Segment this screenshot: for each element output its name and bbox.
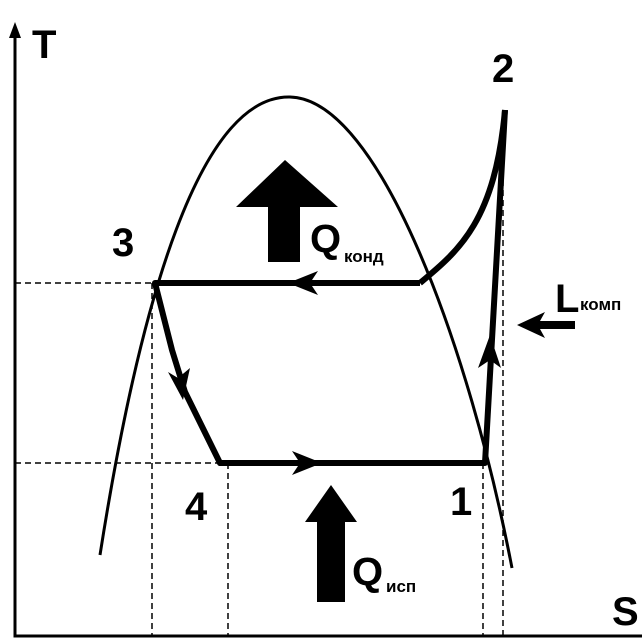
point-label: 3	[112, 221, 134, 265]
cycle-path	[152, 109, 508, 466]
heat-label: Q	[352, 550, 383, 594]
saturation-dome	[98, 95, 514, 569]
superheat-curve	[418, 109, 508, 286]
axis-arrow	[9, 22, 21, 38]
axes	[13, 30, 642, 638]
heat-arrow	[305, 485, 357, 602]
point-label: 4	[185, 485, 208, 529]
heat-subscript: исп	[386, 577, 416, 596]
projection-lines	[15, 120, 504, 636]
heat-subscript: конд	[344, 247, 384, 266]
point-label: 1	[450, 480, 472, 524]
work-subscript: комп	[580, 295, 621, 314]
y-axis-label: T	[32, 23, 56, 67]
work-label: L	[555, 277, 579, 321]
flow-arrow	[168, 368, 190, 400]
flow-arrow	[288, 271, 318, 295]
flow-arrow	[478, 335, 501, 368]
flow-arrow	[292, 451, 322, 475]
x-axis-label: S	[612, 590, 639, 634]
work-arrow	[517, 312, 575, 338]
heat-label: Q	[310, 217, 341, 261]
point-label: 2	[492, 47, 514, 91]
heat-arrow	[236, 160, 338, 262]
